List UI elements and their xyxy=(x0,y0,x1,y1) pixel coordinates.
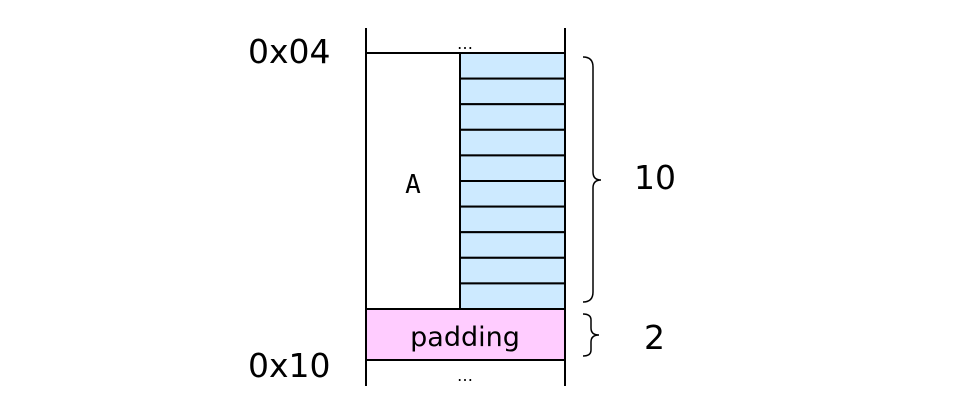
array-cell xyxy=(459,103,566,131)
array-cell xyxy=(459,52,566,80)
array-cell xyxy=(459,128,566,157)
padding-label: padding xyxy=(410,322,520,353)
array-brace xyxy=(582,56,602,303)
array-cells xyxy=(459,52,566,310)
padding-count-label: 2 xyxy=(644,318,665,357)
array-cell xyxy=(459,231,566,259)
array-cell xyxy=(459,205,566,234)
address-bottom-label: 0x10 xyxy=(248,346,331,385)
array-cell xyxy=(459,154,566,182)
ellipsis-top: … xyxy=(457,34,473,53)
array-cell xyxy=(459,77,566,106)
ellipsis-bottom: … xyxy=(457,366,473,385)
array-cell xyxy=(459,282,566,310)
array-cell xyxy=(459,256,566,285)
array-count-label: 10 xyxy=(634,158,676,197)
array-cell xyxy=(459,180,566,208)
array-label: A xyxy=(405,170,421,200)
address-top-label: 0x04 xyxy=(248,32,331,71)
padding-brace xyxy=(582,313,600,357)
